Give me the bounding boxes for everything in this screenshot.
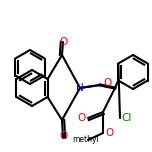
Text: O: O	[60, 131, 68, 141]
Text: O: O	[78, 113, 86, 123]
Text: N: N	[76, 83, 84, 93]
Text: methyl: methyl	[73, 135, 99, 145]
Text: O: O	[103, 78, 111, 88]
Text: O: O	[59, 37, 67, 47]
Text: O: O	[105, 128, 113, 138]
Text: Cl: Cl	[121, 113, 131, 123]
